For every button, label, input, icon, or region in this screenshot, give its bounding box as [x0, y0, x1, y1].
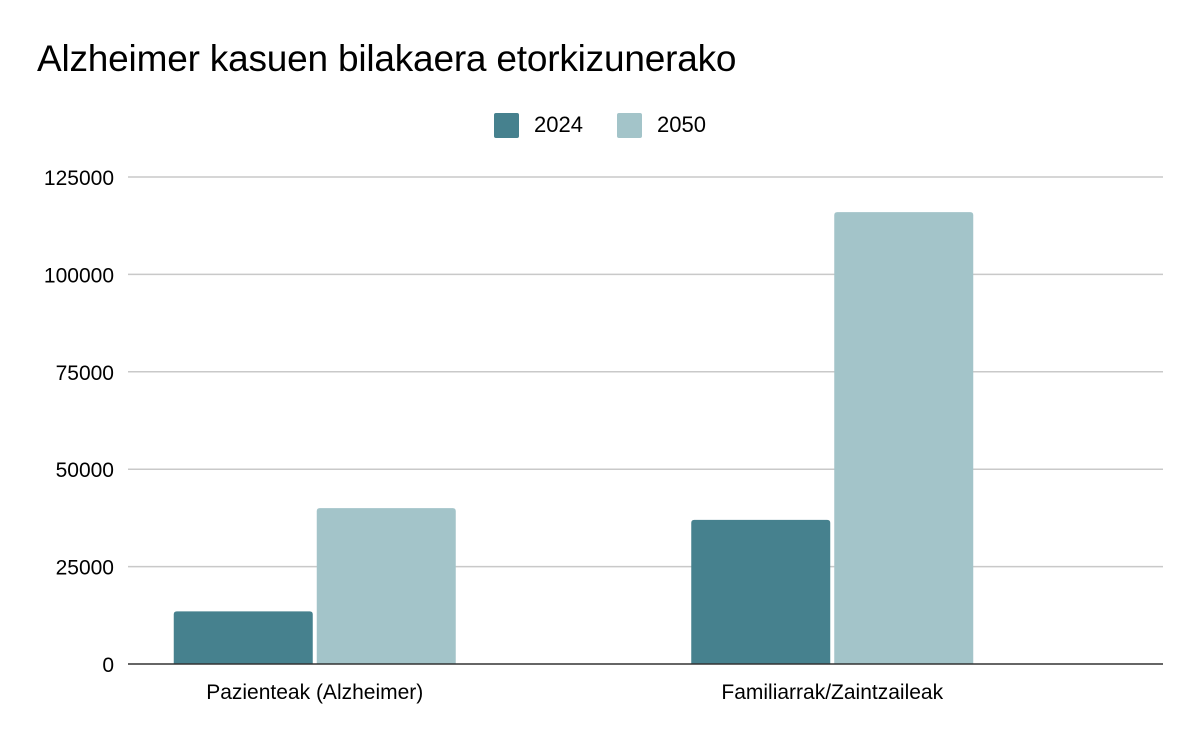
y-tick-label: 0 — [102, 654, 114, 677]
x-tick-label: Pazienteak (Alzheimer) — [206, 681, 423, 704]
bar-2024-1 — [691, 519, 831, 664]
legend-swatch-2050 — [617, 112, 642, 138]
legend-label-2050: 2050 — [657, 112, 706, 137]
x-tick-label: Familiarrak/Zaintzaileak — [721, 681, 943, 704]
y-tick-label: 100000 — [44, 264, 114, 287]
legend-label-2024: 2024 — [534, 112, 583, 137]
y-tick-label: 75000 — [56, 362, 114, 385]
chart-title: Alzheimer kasuen bilakaera etorkizunerak… — [37, 38, 737, 79]
legend-swatch-2024 — [494, 112, 520, 138]
y-tick-label: 125000 — [44, 167, 114, 190]
x-axis-labels: Pazienteak (Alzheimer) Familiarrak/Zaintz… — [206, 681, 943, 704]
legend-item-2024: 2024 — [494, 112, 583, 138]
legend-item-2050: 2050 — [617, 112, 706, 138]
chart-legend: 2024 2050 — [0, 112, 1200, 138]
bars — [173, 212, 974, 664]
grid-lines — [128, 176, 1163, 568]
y-axis-ticks: 0 25000 50000 75000 100000 125000 — [44, 167, 114, 677]
bar-2024-0 — [173, 611, 313, 664]
y-tick-label: 25000 — [56, 557, 114, 580]
bar-2050-1 — [834, 212, 974, 664]
bar-2050-0 — [316, 508, 456, 664]
y-tick-label: 50000 — [56, 459, 114, 482]
